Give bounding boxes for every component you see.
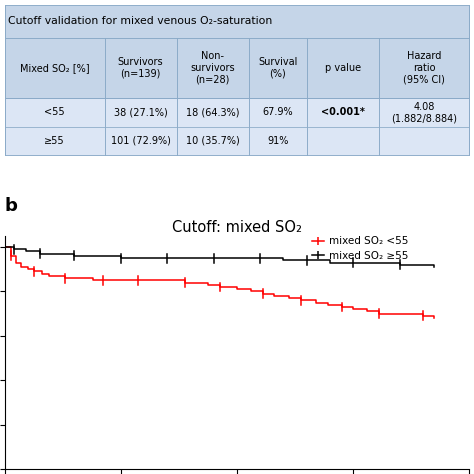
Bar	[5, 98, 105, 127]
Text: Cutoff validation for mixed venous O₂-saturation: Cutoff validation for mixed venous O₂-sa…	[9, 16, 273, 26]
Bar	[248, 38, 307, 98]
Text: Survival
(%): Survival (%)	[258, 57, 297, 79]
Bar	[177, 38, 248, 98]
Text: 101 (72.9%): 101 (72.9%)	[110, 136, 171, 146]
Bar	[105, 98, 177, 127]
Text: 4.08
(1.882/8.884): 4.08 (1.882/8.884)	[391, 101, 457, 123]
Bar	[5, 5, 469, 38]
Text: b: b	[5, 197, 18, 215]
Text: 38 (27.1%): 38 (27.1%)	[114, 108, 167, 118]
Bar	[248, 127, 307, 155]
Text: ≥55: ≥55	[45, 136, 65, 146]
Text: Survivors
(n=139): Survivors (n=139)	[118, 57, 164, 79]
Text: Hazard
ratio
(95% CI): Hazard ratio (95% CI)	[403, 51, 445, 84]
Text: Mixed SO₂ [%]: Mixed SO₂ [%]	[20, 63, 90, 73]
Text: <55: <55	[45, 108, 65, 118]
Text: Non-
survivors
(n=28): Non- survivors (n=28)	[190, 51, 235, 84]
Text: 91%: 91%	[267, 136, 288, 146]
Bar	[379, 38, 469, 98]
Bar	[379, 98, 469, 127]
Bar	[248, 98, 307, 127]
Bar	[307, 38, 379, 98]
Bar	[379, 127, 469, 155]
Text: 10 (35.7%): 10 (35.7%)	[186, 136, 239, 146]
Bar	[105, 127, 177, 155]
Bar	[5, 38, 105, 98]
Text: <0.001*: <0.001*	[321, 108, 365, 118]
Bar	[177, 127, 248, 155]
Bar	[307, 98, 379, 127]
Bar	[5, 127, 105, 155]
Text: p value: p value	[325, 63, 361, 73]
Text: 67.9%: 67.9%	[262, 108, 293, 118]
Title: Cutoff: mixed SO₂: Cutoff: mixed SO₂	[172, 220, 302, 235]
Bar	[105, 38, 177, 98]
Legend: mixed SO₂ <55, mixed SO₂ ≥55: mixed SO₂ <55, mixed SO₂ ≥55	[312, 237, 408, 261]
Text: 18 (64.3%): 18 (64.3%)	[186, 108, 239, 118]
Bar	[307, 127, 379, 155]
Bar	[177, 98, 248, 127]
